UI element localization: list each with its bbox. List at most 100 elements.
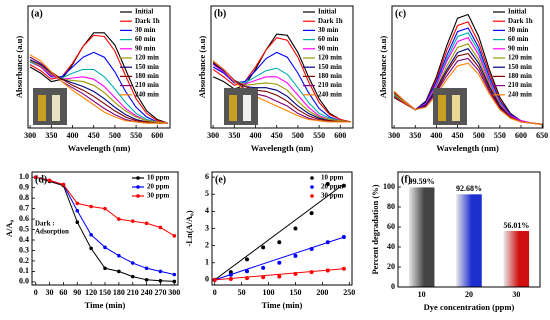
legend-item: 90 min bbox=[120, 44, 156, 52]
legend-label: 240 min bbox=[135, 90, 159, 98]
legend-item: 120 min bbox=[493, 54, 532, 62]
y-tick-label: 5 bbox=[205, 189, 209, 198]
inset-photo bbox=[33, 88, 67, 125]
legend-item: 120 min bbox=[303, 54, 342, 62]
y-tick-label: 0.8 bbox=[19, 193, 29, 202]
data-point bbox=[117, 217, 121, 221]
bar bbox=[408, 187, 435, 287]
legend-label: Dark 1h bbox=[318, 17, 343, 25]
panel: Time (min)A/A₀0 30 60 90 120 150 180 210 240 270 3… bbox=[4, 171, 180, 310]
legend-item: 30 ppm bbox=[132, 192, 170, 200]
x-tick-label: 60 bbox=[59, 288, 67, 297]
data-point bbox=[277, 274, 282, 279]
x-tick-label: 50 bbox=[238, 288, 246, 297]
legend-item: 150 min bbox=[120, 63, 159, 71]
x-tick-label: 30 bbox=[512, 290, 520, 299]
legend-marker bbox=[136, 176, 140, 180]
y-axis-title: -Ln(A/A₀) bbox=[184, 210, 194, 246]
x-tick-label: 550 bbox=[494, 131, 506, 140]
data-point bbox=[103, 245, 107, 250]
x-tick-label: 300 bbox=[24, 131, 36, 140]
legend-label: 210 min bbox=[135, 81, 159, 89]
legend-item: 210 min bbox=[303, 81, 342, 89]
value-label: 92.68% bbox=[456, 184, 482, 193]
y-tick-label: 3 bbox=[205, 223, 209, 232]
data-point bbox=[75, 208, 80, 213]
data-point bbox=[325, 181, 330, 186]
plot-frame bbox=[31, 171, 179, 286]
data-point bbox=[172, 234, 177, 238]
series-line bbox=[29, 51, 168, 124]
legend-item: 180 min bbox=[120, 72, 159, 80]
bar bbox=[456, 194, 482, 287]
x-tick-label: 120 bbox=[85, 288, 97, 297]
legend-item: 30 min bbox=[493, 26, 529, 34]
value-label: 56.01% bbox=[503, 221, 529, 230]
y-axis-title: A/A₀ bbox=[4, 219, 14, 237]
plot-frame bbox=[210, 5, 354, 129]
y-tick-label: 0.9 bbox=[19, 183, 29, 192]
data-point bbox=[277, 240, 282, 245]
legend-label: 120 min bbox=[318, 54, 342, 62]
data-point bbox=[309, 211, 314, 216]
panel-title: (e) bbox=[215, 174, 226, 185]
plot-area bbox=[33, 175, 177, 284]
data-point bbox=[130, 261, 135, 265]
legend-label: 90 min bbox=[135, 44, 156, 52]
data-point bbox=[144, 277, 149, 282]
x-tick-label: 180 bbox=[113, 288, 125, 297]
legend-label: 60 min bbox=[135, 35, 156, 43]
legend-marker bbox=[310, 194, 314, 198]
legend-label: 240 min bbox=[318, 90, 342, 98]
y-axis-title: Absorbance (a.u) bbox=[378, 36, 388, 99]
x-tick-label: 200 bbox=[316, 288, 328, 297]
y-axis-title: Percent degradation (%) bbox=[370, 184, 380, 274]
x-tick-label: 10 bbox=[418, 290, 426, 299]
panel: Wavelength (nm) Absorbance (a.u) 300 350 400… bbox=[14, 5, 171, 153]
annotation: Dark : bbox=[35, 220, 55, 228]
series-line bbox=[393, 62, 543, 125]
fit-line bbox=[214, 268, 344, 281]
x-tick-label: 250 bbox=[343, 288, 355, 297]
legend-item: 150 min bbox=[303, 63, 342, 71]
plot-frame bbox=[397, 171, 541, 288]
y-tick-label: 0 bbox=[391, 282, 395, 291]
x-tick-label: 500 bbox=[473, 131, 485, 140]
x-tick-label: 400 bbox=[67, 131, 79, 140]
legend-item: 90 min bbox=[493, 44, 529, 52]
panel: Time (min) -Ln(A/A₀) 0 50 100 150 200 250 0 1 2 3 4 5… bbox=[184, 171, 355, 310]
legend-item: 20 ppm bbox=[132, 183, 170, 191]
data-point bbox=[228, 277, 233, 282]
data-point bbox=[89, 204, 93, 209]
data-point bbox=[212, 277, 217, 282]
legend-item: 240 min bbox=[303, 90, 342, 98]
legend-label: 10 ppm bbox=[147, 174, 170, 182]
legend-label: Dark 1h bbox=[508, 17, 533, 25]
legend-item: 210 min bbox=[493, 81, 532, 89]
panel-title: (d) bbox=[35, 174, 47, 185]
plot-frame bbox=[391, 5, 544, 129]
x-tick-label: 300 bbox=[168, 288, 180, 297]
panel-title: (b) bbox=[214, 8, 226, 19]
data-point bbox=[117, 269, 121, 274]
plot-frame bbox=[27, 5, 171, 129]
legend-label: 120 min bbox=[508, 54, 532, 62]
x-tick-label: 100 bbox=[263, 288, 275, 297]
legend-marker bbox=[136, 194, 140, 198]
legend-item: 180 min bbox=[303, 72, 342, 80]
legend-label: 20 ppm bbox=[147, 183, 170, 191]
x-tick-label: 300 bbox=[207, 131, 219, 140]
legend-item: 210 min bbox=[120, 81, 159, 89]
data-point bbox=[158, 225, 163, 230]
y-axis-title: Absorbance (a.u) bbox=[197, 36, 207, 99]
x-axis-title: Wavelength (nm) bbox=[436, 143, 499, 153]
panel: Wavelength (nm) Absorbance (a.u) 300 350 400… bbox=[197, 5, 354, 153]
x-tick-label: 550 bbox=[130, 131, 142, 140]
x-tick-label: 550 bbox=[313, 131, 325, 140]
x-tick-label: 30 bbox=[46, 288, 54, 297]
data-point bbox=[245, 269, 249, 274]
legend-label: Dark 1h bbox=[135, 17, 160, 25]
legend-label: 90 min bbox=[318, 44, 339, 52]
legend-item: Initial bbox=[120, 8, 153, 16]
legend-item: Dark 1h bbox=[493, 17, 533, 25]
